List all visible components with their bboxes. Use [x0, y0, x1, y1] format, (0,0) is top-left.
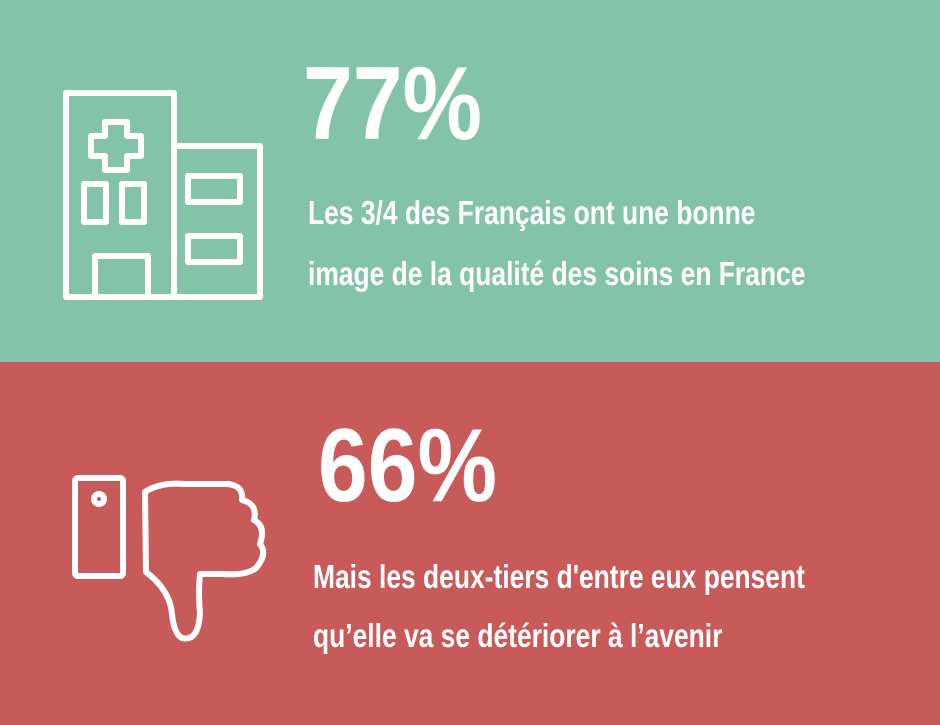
panel: 77% Les 3/4 des Français ont une bonne i… — [0, 0, 940, 362]
stat: 66% — [318, 408, 498, 524]
thumbs-down-icon — [72, 475, 267, 642]
panel: 66% Mais les deux-tiers d'entre eux pens… — [0, 362, 940, 725]
stat: 77% — [303, 46, 483, 162]
description: qu’elle va se détériorer à l’avenir — [313, 617, 723, 654]
description: Mais les deux-tiers d'entre eux pensent — [313, 558, 805, 595]
description: image de la qualité des soins en France — [308, 255, 806, 292]
description: Les 3/4 des Français ont une bonne — [308, 194, 756, 231]
hospital-icon — [63, 90, 263, 300]
